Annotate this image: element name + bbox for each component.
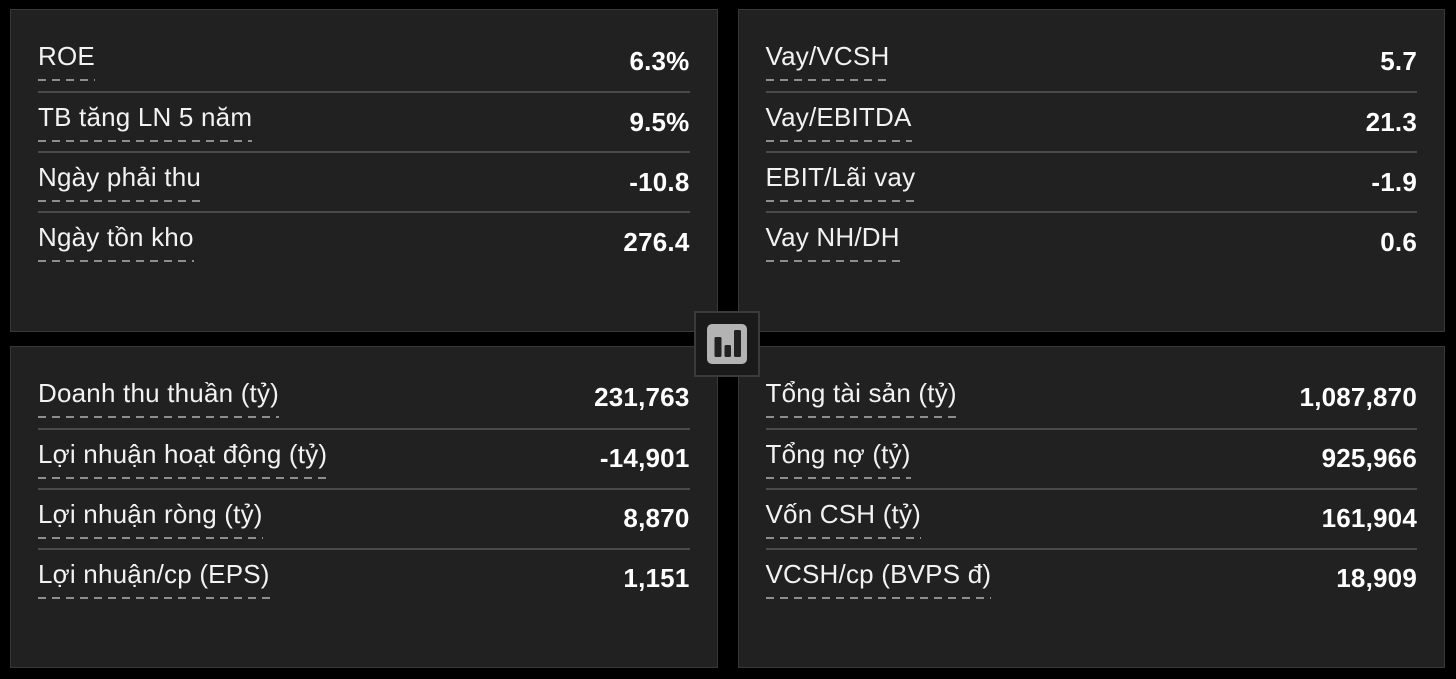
metric-label[interactable]: Tổng nợ (tỷ) bbox=[765, 438, 911, 479]
metric-value: 8,870 bbox=[623, 503, 690, 533]
metric-value: 5.7 bbox=[1380, 45, 1417, 76]
metric-row: Vay/VCSH 5.7 bbox=[765, 31, 1418, 91]
metric-value: 18,909 bbox=[1336, 563, 1417, 593]
metric-value: 21.3 bbox=[1365, 106, 1417, 137]
metric-label[interactable]: Vay/EBITDA bbox=[765, 102, 912, 142]
metric-row: Lợi nhuận ròng (tỷ) 8,870 bbox=[38, 487, 690, 548]
metric-row: Vốn CSH (tỷ) 161,904 bbox=[765, 487, 1417, 548]
metric-label[interactable]: EBIT/Lãi vay bbox=[765, 162, 916, 202]
metric-row: TB tăng LN 5 năm 9.5% bbox=[38, 91, 690, 151]
metric-value: 9.5% bbox=[629, 106, 690, 137]
metric-row: Ngày tồn kho 276.4 bbox=[38, 211, 690, 271]
metric-label[interactable]: Doanh thu thuần (tỷ) bbox=[38, 377, 280, 418]
metric-label[interactable]: Vốn CSH (tỷ) bbox=[765, 498, 922, 539]
metric-value: 925,966 bbox=[1321, 443, 1417, 473]
metric-value: -10.8 bbox=[629, 166, 690, 197]
metric-row: Doanh thu thuần (tỷ) 231,763 bbox=[38, 368, 690, 428]
panel-income-statement: Doanh thu thuần (tỷ) 231,763 Lợi nhuận h… bbox=[10, 345, 718, 668]
bar-chart-icon bbox=[707, 324, 747, 364]
metric-value: 276.4 bbox=[623, 226, 690, 257]
metric-value: 6.3% bbox=[629, 45, 690, 76]
metrics-grid: ROE 6.3% TB tăng LN 5 năm 9.5% Ngày phải… bbox=[10, 9, 1445, 668]
metric-label[interactable]: Vay/VCSH bbox=[765, 41, 890, 81]
metric-label[interactable]: TB tăng LN 5 năm bbox=[38, 102, 253, 142]
metric-value: 0.6 bbox=[1380, 226, 1417, 257]
chart-view-toggle-button[interactable] bbox=[694, 311, 760, 377]
metric-value: 161,904 bbox=[1321, 503, 1417, 533]
panel-balance-sheet: Tổng tài sản (tỷ) 1,087,870 Tổng nợ (tỷ)… bbox=[737, 345, 1445, 668]
metric-row: EBIT/Lãi vay -1.9 bbox=[765, 151, 1417, 211]
metric-row: Vay NH/DH 0.6 bbox=[765, 211, 1417, 271]
metric-row: ROE 6.3% bbox=[38, 31, 690, 91]
metric-label[interactable]: Lợi nhuận ròng (tỷ) bbox=[38, 498, 263, 539]
metric-label[interactable]: Tổng tài sản (tỷ) bbox=[765, 377, 957, 418]
metric-value: -1.9 bbox=[1371, 166, 1417, 197]
metric-row: VCSH/cp (BVPS đ) 18,909 bbox=[765, 547, 1417, 608]
metric-label[interactable]: Lợi nhuận/cp (EPS) bbox=[38, 558, 270, 599]
metric-row: Lợi nhuận hoạt động (tỷ) -14,901 bbox=[38, 427, 690, 488]
panel-profitability-ratios: ROE 6.3% TB tăng LN 5 năm 9.5% Ngày phải… bbox=[10, 9, 718, 332]
metric-label[interactable]: Ngày phải thu bbox=[38, 162, 202, 202]
metric-row: Tổng tài sản (tỷ) 1,087,870 bbox=[765, 368, 1418, 428]
metric-value: -14,901 bbox=[599, 443, 690, 473]
panel-leverage-ratios: Vay/VCSH 5.7 Vay/EBITDA 21.3 EBIT/Lãi va… bbox=[737, 9, 1445, 332]
metric-label[interactable]: Lợi nhuận hoạt động (tỷ) bbox=[38, 438, 328, 479]
metric-label[interactable]: ROE bbox=[38, 41, 95, 81]
metric-row: Ngày phải thu -10.8 bbox=[38, 151, 690, 211]
metric-value: 1,151 bbox=[623, 563, 690, 593]
metric-label[interactable]: Vay NH/DH bbox=[765, 222, 900, 262]
metric-value: 231,763 bbox=[594, 382, 690, 412]
metric-row: Lợi nhuận/cp (EPS) 1,151 bbox=[38, 547, 690, 608]
metric-row: Vay/EBITDA 21.3 bbox=[765, 91, 1417, 151]
metric-row: Tổng nợ (tỷ) 925,966 bbox=[765, 427, 1417, 488]
metric-label[interactable]: Ngày tồn kho bbox=[38, 222, 194, 262]
metric-value: 1,087,870 bbox=[1299, 382, 1417, 412]
metric-label[interactable]: VCSH/cp (BVPS đ) bbox=[765, 558, 992, 599]
